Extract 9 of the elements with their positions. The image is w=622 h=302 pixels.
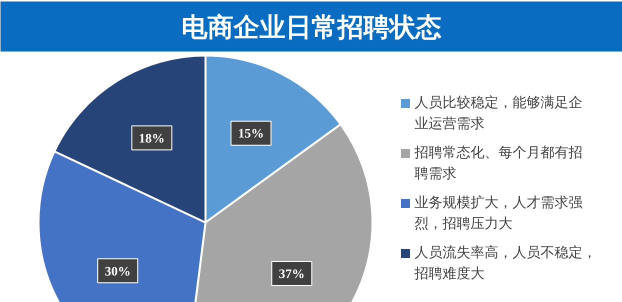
- data-label: 15%: [238, 126, 264, 141]
- legend-label: 业务规模扩大，人才需求强烈，招聘压力大: [414, 195, 582, 232]
- legend-label: 招聘常态化、每个月都有招聘需求: [414, 145, 582, 182]
- data-label: 37%: [278, 266, 305, 282]
- chart-title: 电商企业日常招聘状态: [182, 13, 442, 42]
- legend-label: 人员比较稳定，能够满足企业运营需求: [414, 95, 582, 132]
- legend-label: 人员流失率高，人员不稳定，招聘难度大: [414, 245, 596, 282]
- data-label: 18%: [138, 130, 165, 146]
- data-label: 30%: [104, 263, 131, 278]
